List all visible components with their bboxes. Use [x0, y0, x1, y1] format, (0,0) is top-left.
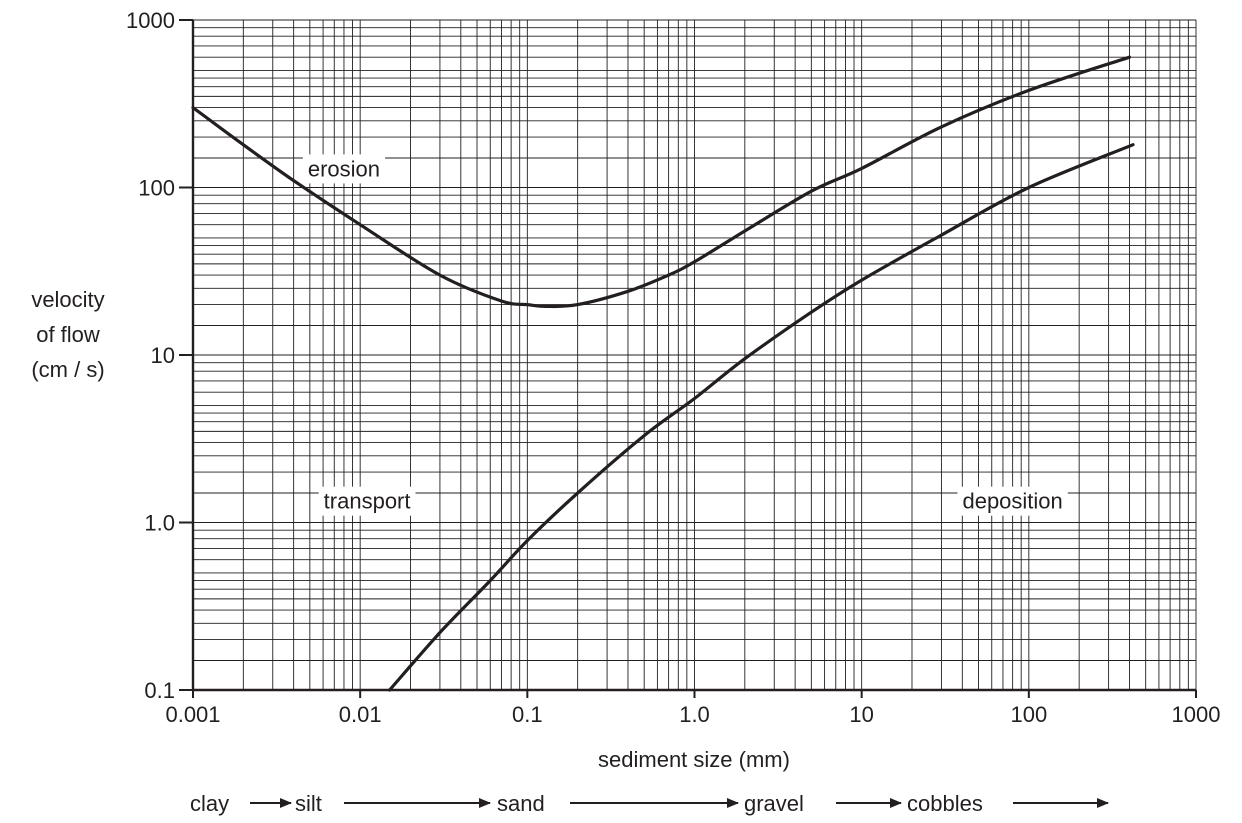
y-axis-title-line-1: velocity: [31, 287, 104, 312]
y-tick-label: 10: [151, 343, 175, 368]
y-tick-labels: 0.1 1.0 10 100 1000: [126, 8, 193, 703]
y-axis-title-line-3: (cm / s): [31, 357, 104, 382]
size-class-cobbles: cobbles: [907, 791, 983, 816]
region-label-background: [302, 154, 386, 184]
region-label-transport: transport: [318, 486, 416, 516]
x-tick-labels: 0.001 0.01 0.1 1.0 10 100 1000: [165, 690, 1220, 727]
x-tick-label: 1.0: [679, 702, 710, 727]
erosion-curve: [191, 55, 1132, 309]
x-tick-label: 10: [849, 702, 873, 727]
x-tick-label: 100: [1010, 702, 1047, 727]
x-axis-title: sediment size (mm): [598, 747, 790, 772]
x-tick-label: 0.1: [512, 702, 543, 727]
region-labels: erosion transport deposition: [302, 154, 1068, 516]
x-tick-label: 0.001: [165, 702, 220, 727]
deposition-curve: [388, 143, 1135, 692]
region-label-erosion: erosion: [302, 154, 386, 184]
y-tick-label: 0.1: [144, 678, 175, 703]
region-label-text: deposition: [962, 489, 1062, 514]
region-label-background: [318, 486, 416, 516]
size-class-silt: silt: [295, 791, 322, 816]
y-tick-label: 1.0: [144, 511, 175, 536]
curves: [191, 55, 1135, 692]
size-class-sand: sand: [497, 791, 545, 816]
grid: [191, 19, 1197, 692]
size-class-gravel: gravel: [744, 791, 804, 816]
y-tick-label: 100: [138, 176, 175, 201]
y-axis-title: velocity of flow (cm / s): [31, 287, 104, 382]
region-label-text: erosion: [308, 156, 380, 181]
region-label-background: [957, 486, 1068, 516]
x-tick-label: 0.01: [339, 702, 382, 727]
region-label-text: transport: [324, 489, 411, 514]
sediment-size-scale: clay silt sand gravel cobbles: [190, 791, 1109, 816]
y-axis-title-line-2: of flow: [36, 322, 100, 347]
y-tick-label: 1000: [126, 8, 175, 33]
size-class-clay: clay: [190, 791, 229, 816]
region-label-deposition: deposition: [957, 486, 1068, 516]
x-tick-label: 1000: [1172, 702, 1221, 727]
